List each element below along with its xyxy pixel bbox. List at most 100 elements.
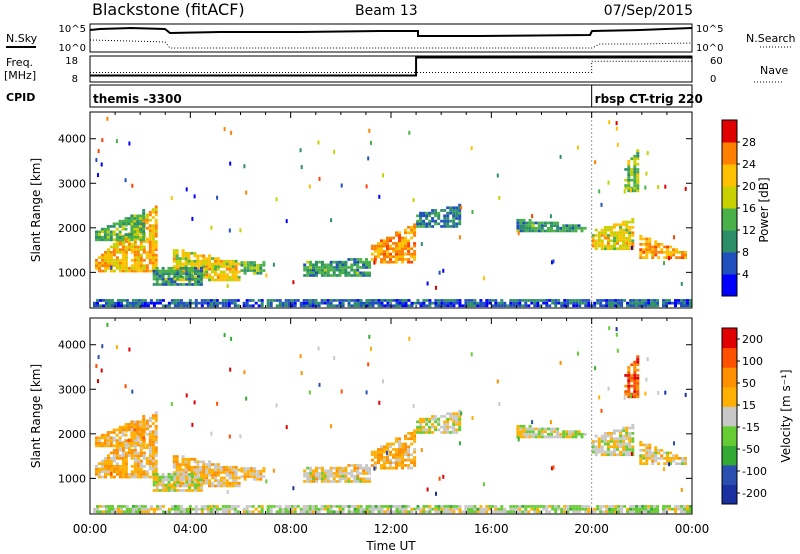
echo-point: [275, 197, 278, 202]
echo-cell: [395, 244, 398, 248]
echo-cell: [389, 247, 392, 251]
echo-cell: [627, 186, 631, 190]
echo-cell: [115, 251, 119, 254]
echo-cell: [148, 256, 152, 259]
echo-cell: [158, 507, 162, 511]
echo-cell: [314, 299, 318, 302]
echo-point: [600, 202, 603, 207]
echo-point: [101, 138, 104, 143]
echo-cell: [211, 278, 215, 282]
echo-point: [340, 183, 343, 188]
echo-cell: [362, 301, 366, 305]
echo-cell: [176, 272, 180, 276]
echo-cell: [136, 467, 140, 471]
echo-cell: [170, 505, 174, 508]
echo-cell: [437, 299, 441, 302]
echo-cell: [401, 466, 404, 470]
echo-cell: [115, 256, 119, 259]
echo-cell: [224, 301, 228, 305]
echo-cell: [645, 237, 649, 241]
echo-cell: [497, 301, 501, 305]
echo-cell: [148, 237, 152, 241]
echo-cell: [202, 270, 206, 274]
echo-cell: [613, 223, 616, 227]
echo-point: [368, 128, 371, 133]
echo-cell: [407, 242, 411, 245]
echo-cell: [416, 428, 420, 432]
echo-cell: [632, 301, 636, 305]
echo-cell: [120, 507, 123, 511]
echo-cell: [95, 470, 98, 473]
echo-cell: [222, 265, 226, 268]
echo-cell: [540, 229, 544, 233]
echo-cell: [161, 267, 165, 270]
echo-cell: [380, 252, 383, 256]
echo-cell: [228, 259, 232, 263]
echo-cell: [148, 446, 152, 449]
echo-cell: [161, 280, 165, 284]
echo-cell: [356, 266, 360, 269]
echo-cell: [139, 462, 143, 465]
echo-cell: [172, 259, 176, 263]
echo-cell: [413, 228, 417, 232]
echo-cell: [516, 424, 520, 428]
echo-cell: [525, 430, 529, 433]
echo-cell: [619, 223, 623, 227]
echo-cell: [108, 510, 111, 514]
echo-cell: [347, 266, 351, 269]
velocity-echoes: [93, 318, 692, 514]
echo-cell: [666, 253, 670, 257]
echo-cell: [130, 230, 134, 234]
echo-cell: [666, 251, 670, 254]
echo-cell: [179, 304, 183, 308]
echo-cell: [617, 304, 621, 308]
echo-cell: [269, 505, 273, 508]
echo-point: [125, 428, 128, 433]
echo-cell: [133, 459, 137, 463]
echo-cell: [404, 299, 408, 302]
echo-cell: [127, 473, 131, 476]
echo-cell: [636, 181, 640, 185]
echo-cell: [190, 251, 194, 255]
echo-point: [549, 214, 552, 219]
echo-cell: [107, 462, 110, 465]
echo-cell: [259, 263, 263, 267]
echo-cell: [100, 436, 104, 440]
echo-cell: [470, 301, 474, 305]
echo-point: [680, 281, 683, 286]
echo-cell: [109, 439, 113, 442]
echo-cell: [635, 301, 639, 305]
echo-cell: [630, 170, 634, 174]
echo-cell: [338, 268, 342, 272]
echo-cell: [368, 271, 371, 275]
echo-cell: [161, 283, 165, 286]
echo-cell: [214, 468, 217, 472]
echo-point: [330, 424, 333, 429]
echo-cell: [112, 449, 116, 452]
echo-cell: [410, 301, 414, 305]
echo-cell: [106, 233, 110, 236]
echo-cell: [571, 229, 575, 233]
echo-cell: [127, 222, 131, 226]
power-colorbar-label-2: 12: [742, 224, 756, 237]
echo-cell: [617, 510, 621, 514]
echo-cell: [231, 273, 235, 276]
echo-cell: [404, 244, 407, 248]
echo-cell: [260, 299, 264, 302]
echo-cell: [443, 425, 447, 429]
echo-cell: [374, 507, 378, 511]
echo-cell: [371, 507, 375, 511]
echo-cell: [199, 471, 203, 474]
echo-cell: [600, 450, 604, 454]
echo-cell: [540, 224, 544, 227]
echo-point: [470, 146, 473, 151]
echo-cell: [455, 222, 459, 226]
echo-cell: [139, 444, 143, 448]
echo-cell: [151, 237, 155, 241]
echo-cell: [118, 473, 122, 476]
echo-cell: [197, 301, 201, 305]
echo-cell: [109, 441, 113, 445]
echo-cell: [389, 258, 392, 261]
echo-cell: [249, 261, 253, 264]
